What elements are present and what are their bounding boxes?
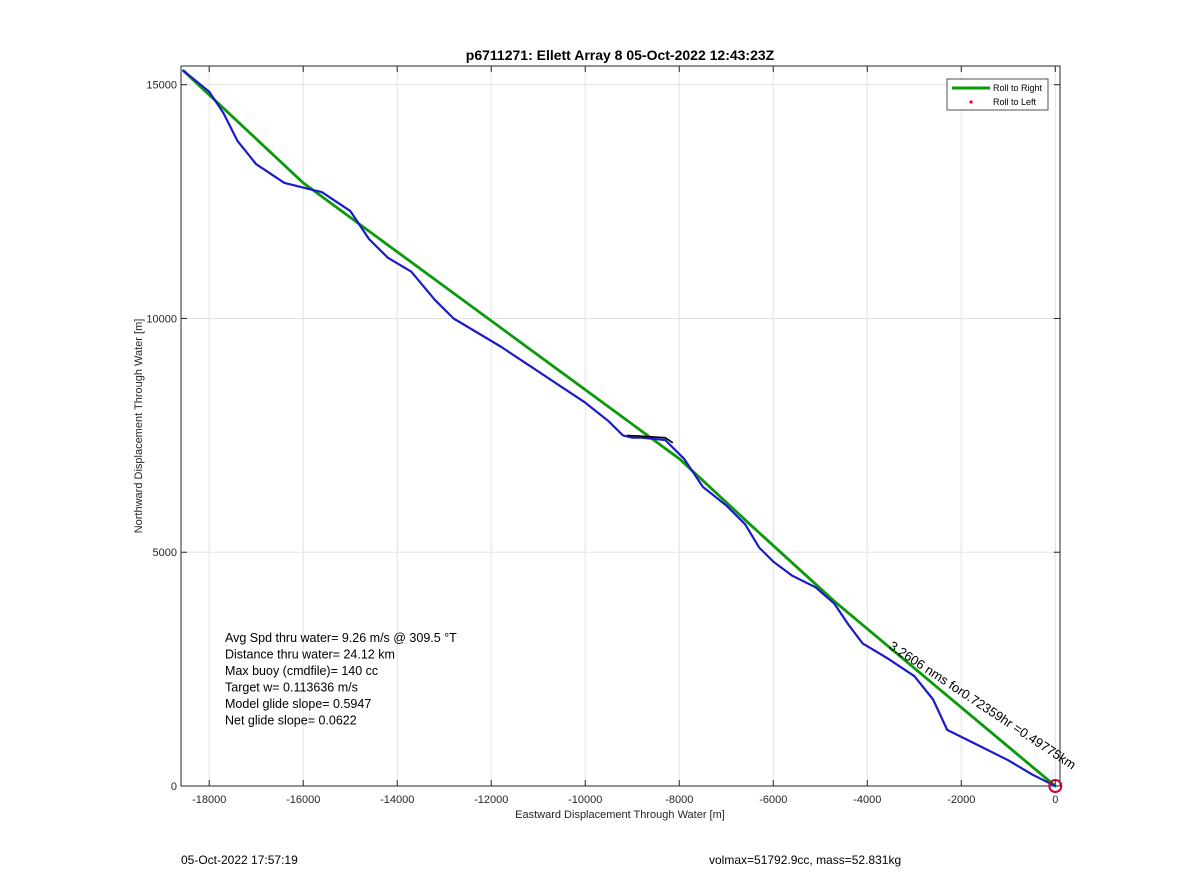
legend-label: Roll to Right bbox=[993, 83, 1043, 93]
annotation-line: Avg Spd thru water= 9.26 m/s @ 309.5 °T bbox=[225, 631, 457, 645]
x-tick-label: -2000 bbox=[947, 794, 975, 806]
y-tick-label: 10000 bbox=[146, 313, 177, 325]
series-line-1 bbox=[181, 69, 1057, 788]
end-marker bbox=[1048, 779, 1063, 793]
legend-label: Roll to Left bbox=[993, 97, 1037, 107]
annotation-line: Model glide slope= 0.5947 bbox=[225, 697, 371, 711]
annotation-line: Net glide slope= 0.0622 bbox=[225, 714, 357, 728]
series-line-3 bbox=[626, 434, 674, 444]
legend-box bbox=[946, 78, 1049, 111]
series-line-2 bbox=[182, 69, 1057, 788]
axis-ticks: -18000 -16000 -14000 -12000 -10000 -8000 -6000… bbox=[146, 66, 1060, 806]
chart-title: p6711271: Ellett Array 8 05-Oct-2022 12:… bbox=[466, 47, 775, 63]
x-tick-label: -18000 bbox=[192, 794, 226, 806]
legend: Roll to Right Roll to Left bbox=[946, 78, 1049, 111]
rotated-distance-label: 3.2606 nms for0.72359hr =0.49775km bbox=[886, 638, 1078, 772]
x-axis-label: Eastward Displacement Through Water [m] bbox=[515, 809, 725, 821]
y-tick-label: 0 bbox=[171, 781, 177, 793]
x-tick-label: 0 bbox=[1052, 794, 1058, 806]
annotation-line: Max buoy (cmdfile)= 140 cc bbox=[225, 664, 378, 678]
x-tick-label: -4000 bbox=[853, 794, 881, 806]
y-tick-label: 5000 bbox=[153, 547, 177, 559]
x-tick-label: -12000 bbox=[474, 794, 508, 806]
x-tick-label: -10000 bbox=[568, 794, 602, 806]
series-group bbox=[181, 69, 1063, 793]
plot-area bbox=[180, 65, 1061, 787]
y-tick-label: 15000 bbox=[146, 80, 177, 92]
annotation-line: Distance thru water= 24.12 km bbox=[225, 648, 395, 662]
annotation-line: Target w= 0.113636 m/s bbox=[225, 681, 358, 695]
footer-timestamp: 05-Oct-2022 17:57:19 bbox=[181, 853, 298, 867]
y-axis-label: Northward Displacement Through Water [m] bbox=[133, 319, 145, 534]
footer-volmax-mass: volmax=51792.9cc, mass=52.831kg bbox=[709, 853, 902, 867]
x-tick-label: -8000 bbox=[665, 794, 693, 806]
x-tick-label: -16000 bbox=[286, 794, 320, 806]
x-tick-label: -14000 bbox=[380, 794, 414, 806]
x-tick-label: -6000 bbox=[759, 794, 787, 806]
annotation-block: Avg Spd thru water= 9.26 m/s @ 309.5 °T D… bbox=[225, 631, 457, 728]
legend-dot-swatch bbox=[969, 100, 973, 104]
